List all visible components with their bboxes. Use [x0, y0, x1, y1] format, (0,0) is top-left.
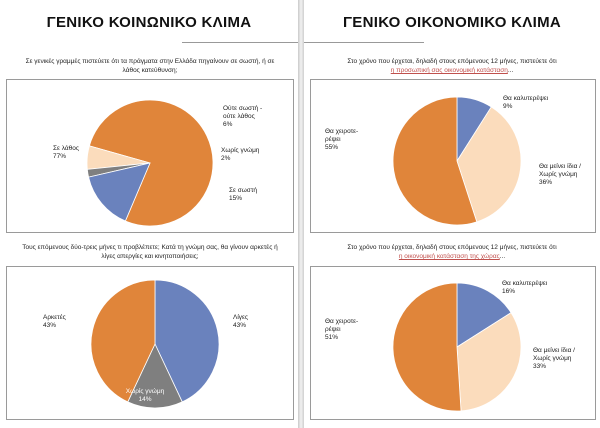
- chart-personal-box: Θα καλυτερέψει 9% Θα μείνει ίδια / Χωρίς γν…: [310, 79, 596, 233]
- pie-label-name-direction-0-0: Σε λάθος: [53, 144, 79, 152]
- question-country-tail: ...: [499, 253, 506, 260]
- pie-label-name-strikes-0-0: Λίγες: [233, 313, 248, 321]
- pie-label-name-personal_economy-2-1: ρέψει: [325, 135, 341, 143]
- pie-value-strikes-αρκετές: 43%: [43, 322, 56, 329]
- question-direction: Σε γενικές γραμμές πιστεύετε ότι τα πράγ…: [6, 57, 294, 75]
- pie-slice-strikes-λίγες: [154, 279, 220, 403]
- right-page-title: ΓΕΝΙΚΟ ΟΙΚΟΝΟΜΙΚΟ ΚΛΙΜΑ: [342, 14, 562, 31]
- pie-slice-direction-σε-σωστή: [88, 162, 151, 222]
- pie-slice-strikes-χωρίς-γνώμη: [127, 343, 183, 409]
- pie-slice-country_economy-θα-μείνει-ίδια-χωρίς-γνώμη: [456, 312, 522, 412]
- question-direction-line1: Σε γενικές γραμμές πιστεύετε ότι τα πράγ…: [25, 58, 275, 65]
- question-personal-line2: η προσωπική σας οικονομική κατάσταση...: [308, 66, 596, 75]
- question-country: Στο χρόνο που έρχεται, δηλαδή στους επόμ…: [308, 243, 596, 261]
- pie-label-name-strikes-2-0: Αρκετές: [43, 313, 66, 321]
- pie-label-name-country_economy-0-0: Θα καλυτερέψει: [502, 279, 548, 287]
- chart-strikes-box: Λίγες 43% Χωρίς γνώμη 14% Αρκετές 43%: [6, 266, 294, 420]
- chart-direction-box: Σε λάθος 77% Ούτε σωστή - ούτε λάθος 6% Χωρίς…: [6, 79, 294, 233]
- right-title-rule: [304, 42, 424, 43]
- book-gutter: [298, 0, 304, 428]
- question-personal-emphasis: η προσωπική σας οικονομική κατάσταση: [390, 67, 508, 74]
- pie-label-name-country_economy-2-1: ρέψει: [325, 325, 341, 333]
- pie-value-strikes-χωρίς-γνώμη: 14%: [138, 396, 151, 403]
- left-title-rule: [182, 42, 298, 43]
- pie-value-direction-σε-λάθος: 77%: [53, 153, 66, 160]
- pie-slice-country_economy-θα-καλυτερέψει: [456, 282, 512, 348]
- question-country-line2: η οικονομική κατάσταση της χώρας...: [308, 252, 596, 261]
- pie-label-name-strikes-1-0: Χωρίς γνώμη: [126, 387, 165, 395]
- pie-label-name-personal_economy-2-0: Θα χειροτε-: [325, 128, 358, 135]
- pie-value-country_economy-θα-μείνει-ίδια-χωρίς-γνώμη: 33%: [533, 363, 546, 370]
- pie-value-strikes-λίγες: 43%: [233, 322, 246, 329]
- question-personal-line1: Στο χρόνο που έρχεται, δηλαδή στους επόμ…: [347, 58, 557, 65]
- pie-slice-personal_economy-θα-χειροτε-ρέψει: [392, 96, 478, 226]
- right-page: ΓΕΝΙΚΟ ΟΙΚΟΝΟΜΙΚΟ ΚΛΙΜΑ Στο χρόνο που έρ…: [304, 0, 600, 428]
- pie-value-personal_economy-θα-χειροτε-ρέψει: 55%: [325, 144, 338, 151]
- pie-label-name-country_economy-1-1: Χωρίς γνώμη: [533, 354, 572, 362]
- pie-label-name-personal_economy-1-0: Θα μείνει ίδια /: [539, 162, 581, 170]
- pie-label-name-country_economy-2-0: Θα χειροτε-: [325, 318, 358, 325]
- question-personal: Στο χρόνο που έρχεται, δηλαδή στους επόμ…: [308, 57, 596, 75]
- pie-label-name-personal_economy-1-1: Χωρίς γνώμη: [539, 170, 578, 178]
- pie-value-country_economy-θα-καλυτερέψει: 16%: [502, 288, 515, 295]
- pie-value-country_economy-θα-χειροτε-ρέψει: 51%: [325, 334, 338, 341]
- question-personal-tail: ...: [507, 67, 514, 74]
- pie-slice-direction-σε-λάθος: [88, 99, 214, 227]
- pie-label-name-direction-2-0: Χωρίς γνώμη: [221, 146, 260, 154]
- pie-label-name-country_economy-1-0: Θα μείνει ίδια /: [533, 346, 575, 354]
- question-country-emphasis: η οικονομική κατάσταση της χώρας: [398, 253, 500, 260]
- question-strikes: Τους επόμενους δύο-τρεις μήνες τι προβλέ…: [6, 243, 294, 261]
- question-strikes-line1: Τους επόμενους δύο-τρεις μήνες τι προβλέ…: [22, 244, 278, 251]
- pie-value-direction-σε-σωστή: 15%: [229, 195, 242, 202]
- pie-value-personal_economy-θα-μείνει-ίδια-χωρίς-γνώμη: 36%: [539, 179, 552, 186]
- pie-slice-strikes-αρκετές: [90, 279, 156, 403]
- pie-value-direction-χωρίς-γνώμη: 2%: [221, 155, 231, 162]
- pie-value-direction-ούτε-σωστή-ούτε-λάθος: 6%: [223, 121, 233, 128]
- left-page-title: ΓΕΝΙΚΟ ΚΟΙΝΩΝΙΚΟ ΚΛΙΜΑ: [46, 14, 252, 31]
- pie-slice-country_economy-θα-χειροτε-ρέψει: [392, 282, 462, 412]
- pie-label-name-direction-1-0: Ούτε σωστή -: [223, 104, 262, 112]
- pie-slice-personal_economy-θα-μείνει-ίδια-χωρίς-γνώμη: [456, 106, 522, 223]
- chart-country-box: Θα καλυτερέψει 16% Θα μείνει ίδια / Χωρίς γ…: [310, 266, 596, 420]
- question-country-line1: Στο χρόνο που έρχεται, δηλαδή στους επόμ…: [347, 244, 557, 251]
- question-strikes-line2: λίγες απεργίες και κινητοποιήσεις;: [101, 253, 199, 260]
- left-page: ΓΕΝΙΚΟ ΚΟΙΝΩΝΙΚΟ ΚΛΙΜΑ Σε γενικές γραμμέ…: [0, 0, 298, 428]
- pie-value-personal_economy-θα-καλυτερέψει: 9%: [503, 103, 513, 110]
- pie-label-name-personal_economy-0-0: Θα καλυτερέψει: [503, 94, 549, 102]
- pie-label-name-direction-1-1: ούτε λάθος: [223, 112, 255, 120]
- pie-label-name-direction-3-0: Σε σωστή: [229, 187, 257, 194]
- question-direction-line2: λάθος κατεύθυνση;: [122, 67, 178, 74]
